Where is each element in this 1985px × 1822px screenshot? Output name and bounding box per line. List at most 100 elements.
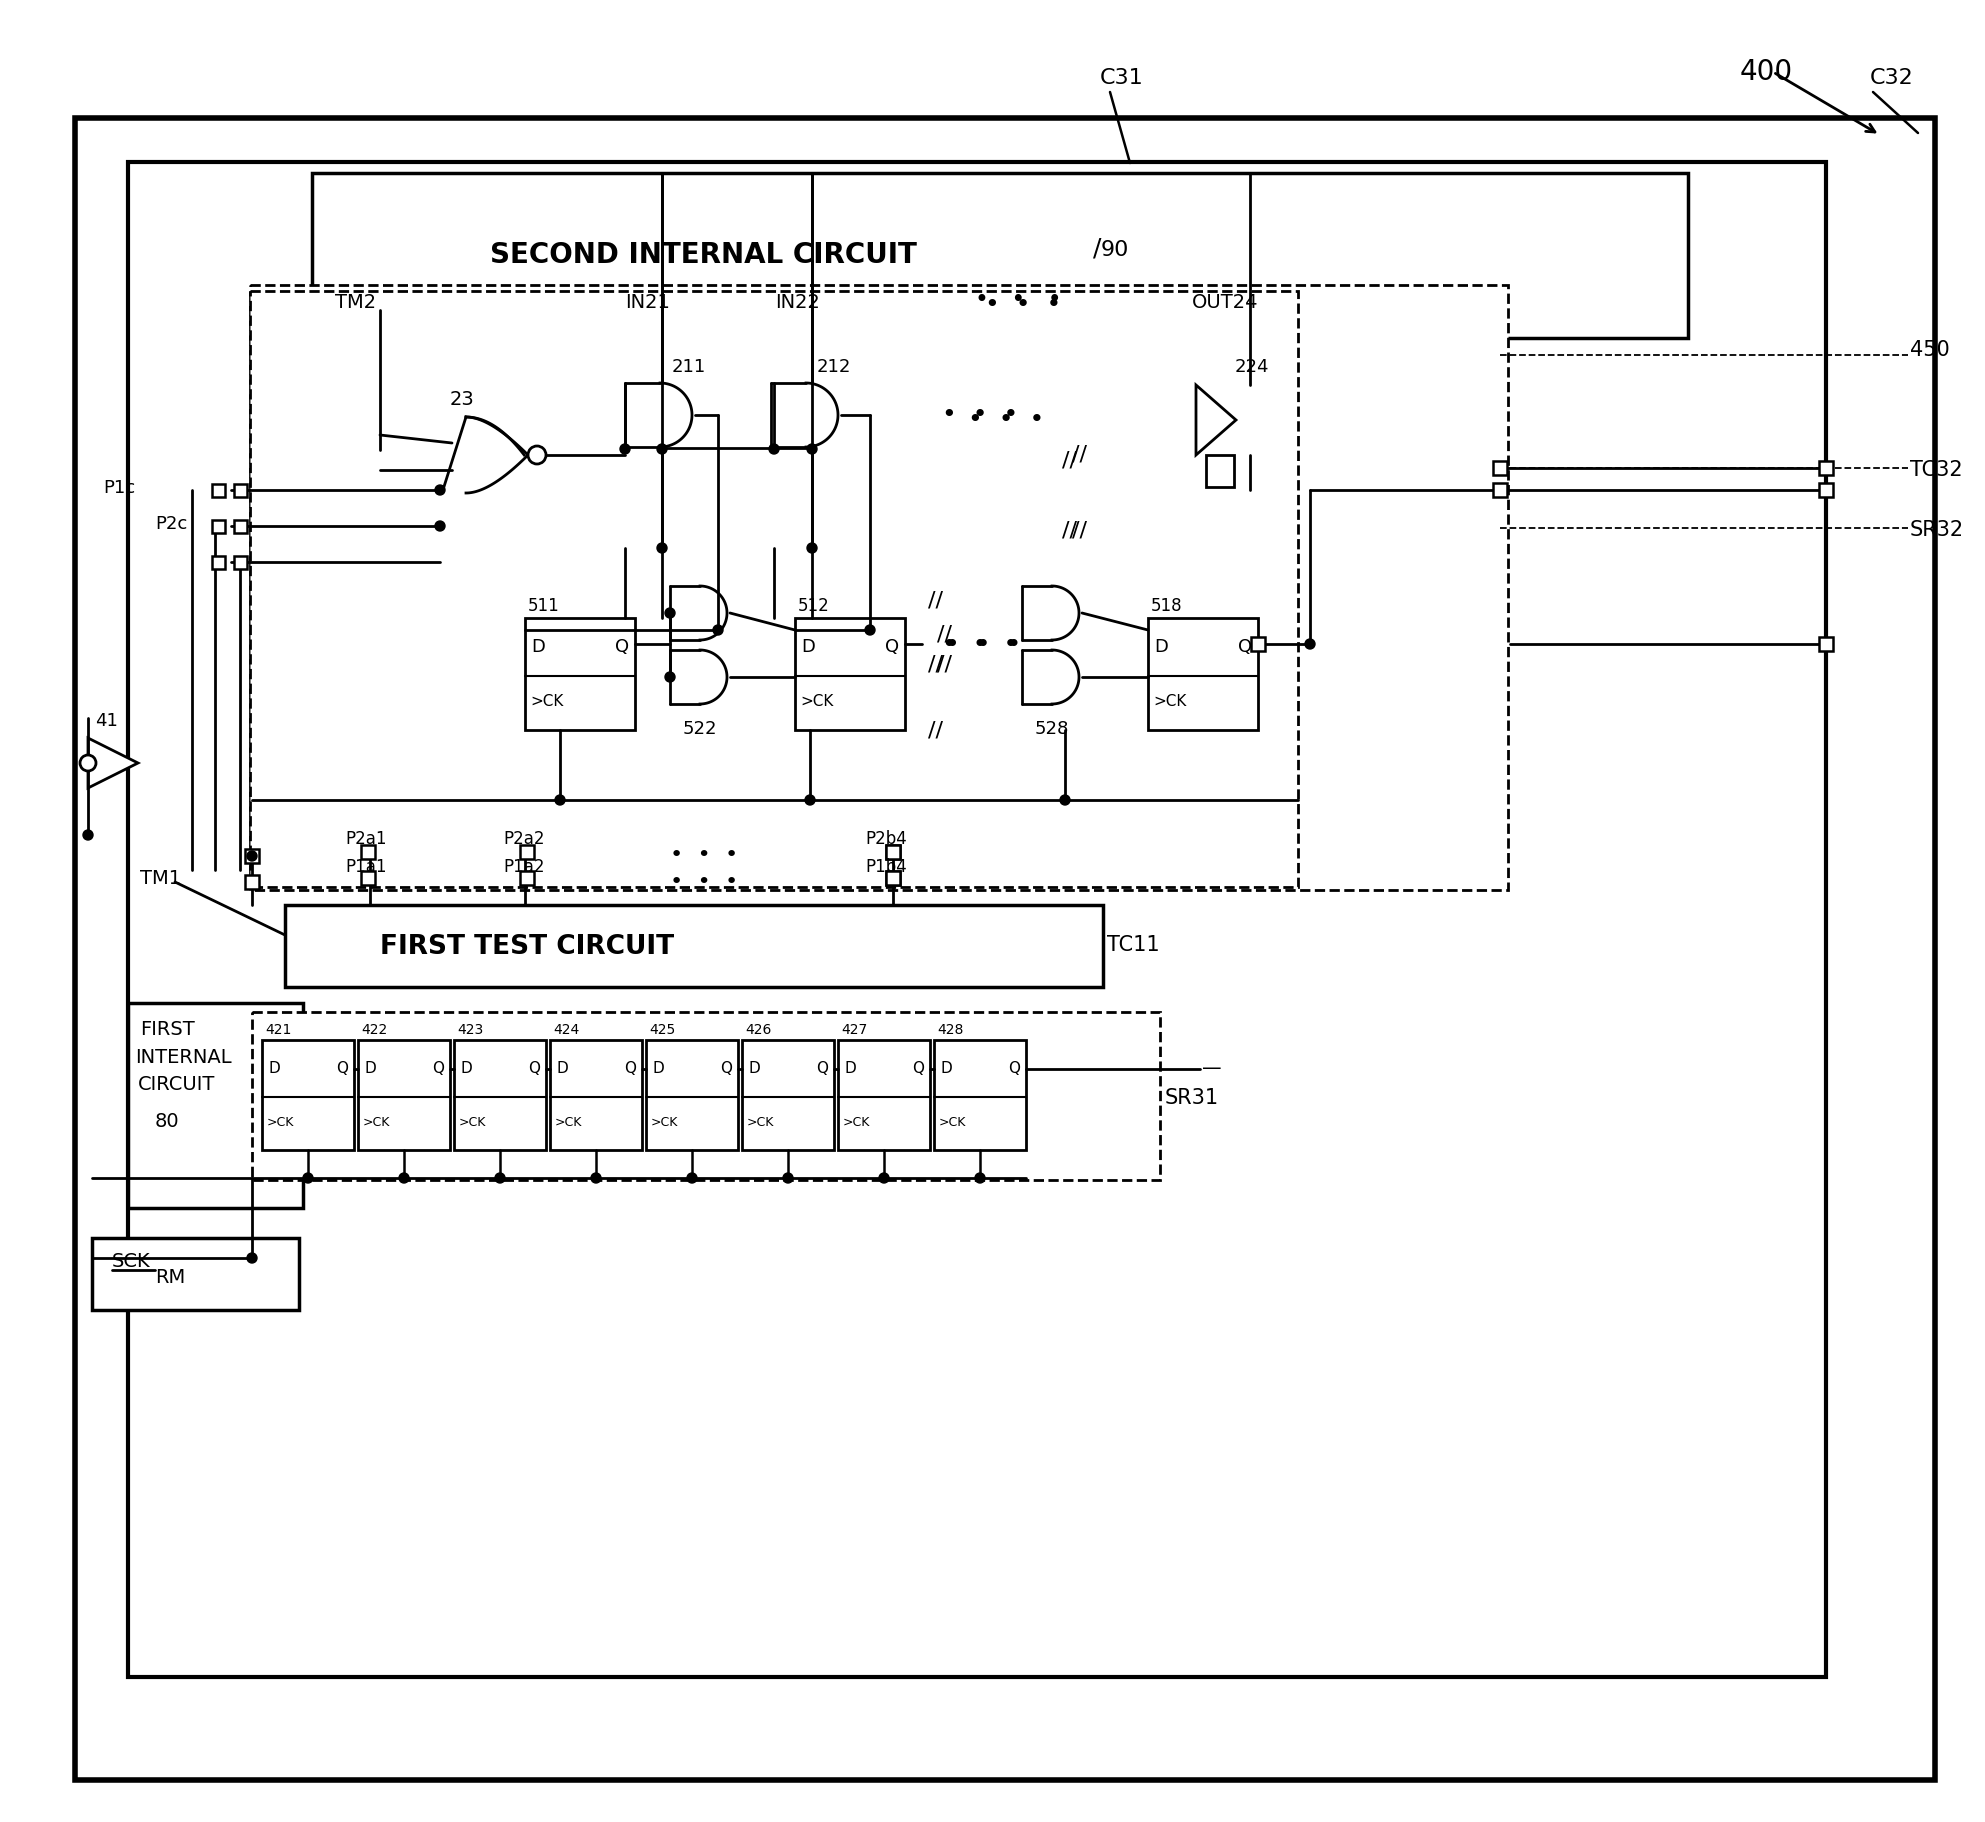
Bar bbox=[885, 845, 899, 858]
Text: CIRCUIT: CIRCUIT bbox=[139, 1075, 216, 1093]
Text: 90: 90 bbox=[1102, 241, 1129, 261]
Text: 512: 512 bbox=[798, 598, 830, 616]
Bar bbox=[524, 618, 635, 731]
Bar bbox=[742, 1040, 834, 1150]
Text: //: // bbox=[937, 625, 953, 645]
Text: Q: Q bbox=[1008, 1060, 1020, 1077]
Text: Q: Q bbox=[1239, 638, 1253, 656]
Circle shape bbox=[665, 609, 675, 618]
Bar bbox=[885, 871, 899, 885]
Bar bbox=[361, 871, 375, 885]
Text: >CK: >CK bbox=[844, 1117, 869, 1130]
Text: P2b4: P2b4 bbox=[865, 831, 907, 847]
Text: FIRST TEST CIRCUIT: FIRST TEST CIRCUIT bbox=[379, 935, 675, 960]
Text: •  •  •: • • • bbox=[969, 408, 1044, 432]
Bar bbox=[1251, 638, 1264, 650]
Text: D: D bbox=[941, 1060, 951, 1077]
Text: D: D bbox=[844, 1060, 856, 1077]
Text: IN22: IN22 bbox=[774, 293, 820, 312]
Text: >CK: >CK bbox=[459, 1117, 486, 1130]
Circle shape bbox=[83, 831, 93, 840]
Text: 41: 41 bbox=[95, 712, 117, 731]
Bar bbox=[262, 1040, 353, 1150]
Circle shape bbox=[246, 851, 256, 862]
Circle shape bbox=[687, 1173, 697, 1182]
Bar bbox=[244, 875, 258, 889]
Text: 423: 423 bbox=[457, 1022, 482, 1037]
Text: 23: 23 bbox=[451, 390, 474, 408]
Bar bbox=[645, 1040, 738, 1150]
Circle shape bbox=[592, 1173, 601, 1182]
Text: 224: 224 bbox=[1235, 357, 1270, 375]
Bar bbox=[286, 906, 1104, 988]
Text: 450: 450 bbox=[1910, 341, 1949, 361]
Bar bbox=[234, 519, 246, 534]
Bar bbox=[520, 871, 534, 885]
Text: 425: 425 bbox=[649, 1022, 675, 1037]
Circle shape bbox=[619, 445, 629, 454]
Text: Q: Q bbox=[335, 1060, 347, 1077]
Circle shape bbox=[79, 754, 95, 771]
Bar bbox=[91, 1237, 300, 1310]
Text: TC11: TC11 bbox=[1108, 935, 1159, 955]
Bar bbox=[1818, 483, 1832, 497]
Circle shape bbox=[528, 446, 546, 465]
Text: C31: C31 bbox=[1100, 67, 1143, 87]
Text: SR31: SR31 bbox=[1165, 1088, 1219, 1108]
Text: •  •  •: • • • bbox=[945, 632, 1020, 658]
Bar bbox=[127, 1002, 304, 1208]
Text: //: // bbox=[937, 654, 953, 674]
Text: Q: Q bbox=[623, 1060, 635, 1077]
Text: >CK: >CK bbox=[939, 1117, 967, 1130]
Text: P1c: P1c bbox=[103, 479, 135, 497]
Bar bbox=[212, 485, 224, 497]
Polygon shape bbox=[1197, 384, 1237, 456]
Text: D: D bbox=[748, 1060, 760, 1077]
Circle shape bbox=[556, 794, 566, 805]
Bar bbox=[1207, 456, 1235, 486]
Bar bbox=[1147, 618, 1258, 731]
Circle shape bbox=[768, 445, 778, 454]
Text: >CK: >CK bbox=[800, 694, 834, 709]
Text: 511: 511 bbox=[528, 598, 560, 616]
Text: 518: 518 bbox=[1151, 598, 1183, 616]
Text: D: D bbox=[363, 1060, 375, 1077]
Text: >CK: >CK bbox=[1153, 694, 1187, 709]
Text: 212: 212 bbox=[818, 357, 852, 375]
Circle shape bbox=[304, 1173, 314, 1182]
Bar bbox=[885, 845, 899, 858]
Circle shape bbox=[782, 1173, 792, 1182]
Bar bbox=[244, 849, 258, 864]
Bar bbox=[250, 284, 1509, 889]
Text: Q: Q bbox=[885, 638, 899, 656]
Text: 400: 400 bbox=[1741, 58, 1792, 86]
Bar bbox=[212, 556, 224, 568]
Text: P2a2: P2a2 bbox=[502, 831, 544, 847]
Bar bbox=[1493, 461, 1507, 476]
Text: INTERNAL: INTERNAL bbox=[135, 1048, 232, 1068]
Text: D: D bbox=[1153, 638, 1167, 656]
Text: //: // bbox=[1072, 445, 1088, 465]
Text: 211: 211 bbox=[673, 357, 707, 375]
Text: >CK: >CK bbox=[746, 1117, 774, 1130]
Bar bbox=[796, 618, 905, 731]
Circle shape bbox=[1304, 640, 1314, 649]
Polygon shape bbox=[87, 738, 139, 787]
Text: P2c: P2c bbox=[155, 516, 187, 534]
Bar bbox=[1818, 638, 1832, 650]
Text: Q: Q bbox=[721, 1060, 732, 1077]
Circle shape bbox=[665, 672, 675, 681]
Circle shape bbox=[808, 543, 818, 554]
Bar bbox=[935, 1040, 1026, 1150]
Circle shape bbox=[657, 543, 667, 554]
Circle shape bbox=[1060, 794, 1070, 805]
Text: •  •  •: • • • bbox=[943, 632, 1018, 658]
Text: Q: Q bbox=[911, 1060, 923, 1077]
Text: /: / bbox=[1094, 237, 1102, 261]
Text: 528: 528 bbox=[1034, 720, 1070, 738]
Circle shape bbox=[806, 794, 816, 805]
Text: IN21: IN21 bbox=[625, 293, 669, 312]
Circle shape bbox=[435, 521, 445, 530]
Bar bbox=[252, 1011, 1159, 1181]
Text: >CK: >CK bbox=[651, 1117, 679, 1130]
